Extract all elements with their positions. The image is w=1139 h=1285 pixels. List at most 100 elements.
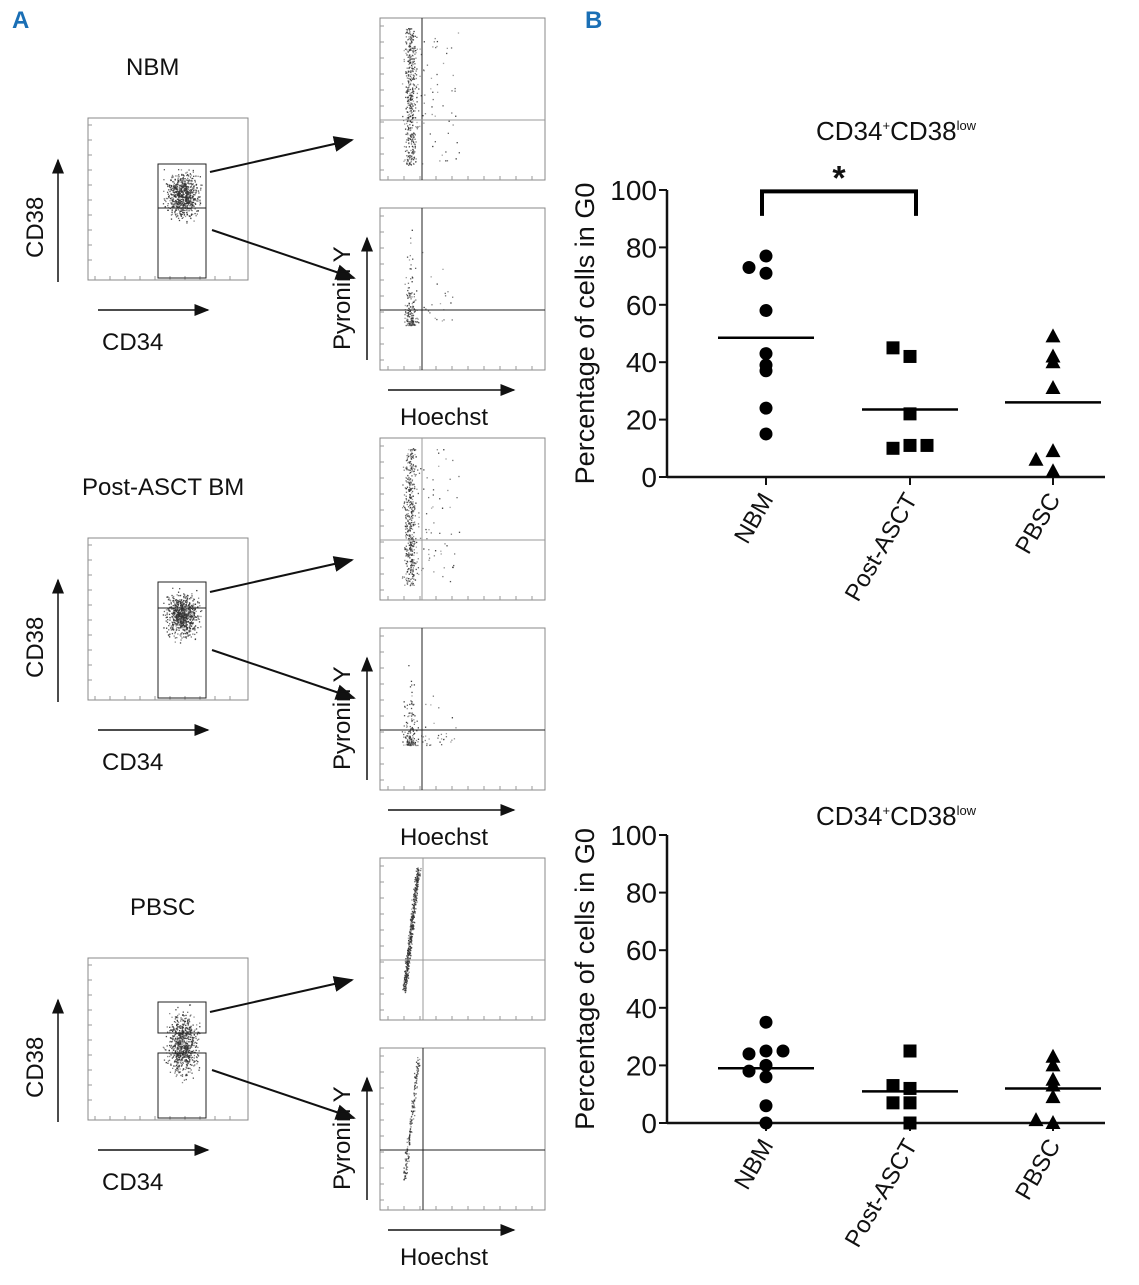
- cd34-axis-label: CD34: [102, 329, 163, 356]
- chart-title-part: CD34: [816, 801, 882, 831]
- y-tick-label: 20: [626, 1050, 657, 1081]
- pbsc-point: [1045, 463, 1061, 478]
- chart-title-part: low: [957, 803, 977, 818]
- y-tick-label: 0: [641, 462, 657, 493]
- pbsc-point: [1045, 354, 1061, 369]
- x-tick-label: PBSC: [1010, 489, 1066, 559]
- chart-title-part: low: [957, 118, 977, 133]
- gate-low-arrow: [211, 229, 356, 280]
- gate-high-arrow: [209, 136, 354, 173]
- chart-title-part: +: [882, 118, 890, 133]
- gate-low-arrow: [211, 649, 356, 700]
- nbm-point: [742, 1064, 756, 1078]
- x-tick-label: NBM: [729, 1135, 779, 1195]
- cycle-plot-frame: [379, 857, 546, 1021]
- sample-title: NBM: [126, 54, 179, 81]
- significance-star: *: [832, 159, 846, 197]
- panel-a-flow-plots: NBM CD38 CD34 Pyronin Y Hoechst Post-ASCT BM C…: [22, 17, 546, 1271]
- cycle-plot-high: [379, 857, 546, 1021]
- cd38-axis-label: CD38: [22, 197, 49, 258]
- nbm-point: [759, 427, 773, 441]
- post-asct-point: [886, 1079, 900, 1093]
- g0-chart-bottom: CD34+CD38low 0 20 40 60 80 100 Percentage of ce…: [570, 801, 1105, 1252]
- cycle-dots: [401, 448, 461, 587]
- y-tick-label: 60: [626, 290, 657, 321]
- nbm-point: [759, 401, 773, 415]
- nbm-point: [742, 1047, 756, 1061]
- nbm-point: [759, 1058, 773, 1072]
- cycle-dots: [401, 665, 457, 747]
- sample-title: Post-ASCT BM: [82, 474, 244, 501]
- post-asct-point: [903, 1096, 917, 1110]
- chart-title: CD34+CD38low: [816, 801, 977, 831]
- nbm-point: [759, 347, 773, 361]
- nbm-point: [759, 304, 773, 318]
- gating-dots: [162, 587, 203, 644]
- cycle-plot-frame: [379, 17, 546, 181]
- gate-high: [157, 1001, 207, 1034]
- sample-title: PBSC: [130, 894, 195, 921]
- y-tick-label: 0: [641, 1108, 657, 1139]
- x-tick-label: Post-ASCT: [840, 1134, 924, 1252]
- nbm-point: [759, 358, 773, 372]
- pbsc-point: [1045, 328, 1061, 343]
- cycle-plot-frame: [379, 437, 546, 601]
- gate-high-arrow: [209, 976, 354, 1013]
- y-tick-label: 40: [626, 347, 657, 378]
- gate-low-arrow: [211, 1069, 356, 1120]
- pbsc-point: [1045, 1057, 1061, 1072]
- chart-title: CD34+CD38low: [816, 116, 977, 146]
- nbm-point: [776, 1044, 790, 1058]
- x-tick-label: PBSC: [1010, 1135, 1066, 1205]
- gating-dots: [162, 1004, 201, 1084]
- pbsc-point: [1045, 1115, 1061, 1129]
- cycle-dots: [403, 1056, 421, 1181]
- y-axis-label: Percentage of cells in G0: [570, 183, 600, 485]
- cd34-axis-label: CD34: [102, 749, 163, 776]
- nbm-point: [759, 1099, 773, 1113]
- pbsc-point: [1045, 380, 1061, 395]
- nbm-point: [759, 1044, 773, 1058]
- y-tick-label: 60: [626, 935, 657, 966]
- chart-title-part: +: [882, 803, 890, 818]
- cycle-plot-low: [379, 207, 546, 371]
- nbm-point: [759, 1116, 773, 1130]
- pbsc-point: [1045, 1071, 1061, 1086]
- chart-title-part: CD38: [890, 801, 956, 831]
- flow-sample-1: Post-ASCT BM CD38 CD34 Pyronin Y Hoechst: [22, 437, 546, 851]
- post-asct-point: [903, 1116, 917, 1130]
- cd38-axis-label: CD38: [22, 1037, 49, 1098]
- pbsc-point: [1028, 1112, 1044, 1127]
- y-tick-label: 80: [626, 232, 657, 263]
- pbsc-point: [1045, 443, 1061, 458]
- nbm-point: [759, 1070, 773, 1084]
- cycle-dots: [402, 867, 422, 994]
- y-tick-label: 40: [626, 993, 657, 1024]
- nbm-point: [759, 266, 773, 280]
- chart-title-part: CD38: [890, 116, 956, 146]
- cycle-dots: [401, 28, 460, 166]
- y-tick-label: 100: [610, 175, 657, 206]
- pyronin-axis-label: Pyronin Y: [329, 666, 356, 770]
- pbsc-point: [1028, 451, 1044, 466]
- cycle-plot-frame: [379, 627, 546, 791]
- hoechst-axis-label: Hoechst: [400, 824, 488, 851]
- significance-bracket: [760, 189, 918, 216]
- cycle-plot-high: [379, 437, 546, 601]
- gate-low: [157, 207, 207, 279]
- pyronin-axis-label: Pyronin Y: [329, 246, 356, 350]
- flow-sample-0: NBM CD38 CD34 Pyronin Y Hoechst: [22, 17, 546, 431]
- pyronin-axis-label: Pyronin Y: [329, 1086, 356, 1190]
- post-asct-point: [920, 438, 934, 452]
- hoechst-axis-label: Hoechst: [400, 1244, 488, 1271]
- cycle-plot-high: [379, 17, 546, 181]
- gate-low: [157, 1052, 207, 1119]
- cd34-axis-label: CD34: [102, 1169, 163, 1196]
- cycle-plot-frame: [379, 1047, 546, 1211]
- post-asct-point: [886, 1096, 900, 1110]
- pbsc-point: [1045, 1048, 1061, 1063]
- post-asct-point: [886, 341, 900, 355]
- nbm-point: [742, 260, 756, 274]
- hoechst-axis-label: Hoechst: [400, 404, 488, 431]
